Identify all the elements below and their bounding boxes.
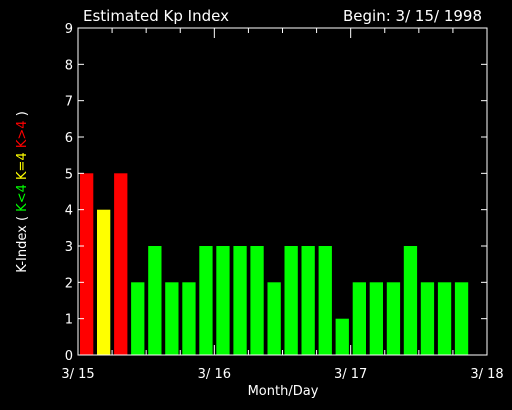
y-tick-label: 2 [65, 276, 73, 291]
kp-bar [369, 282, 383, 355]
kp-bar [267, 282, 281, 355]
kp-bar [318, 246, 332, 355]
kp-bar [437, 282, 452, 355]
bars-group [80, 173, 469, 355]
y-tick-label: 7 [65, 95, 73, 110]
x-tick-label: 3/ 15 [61, 367, 94, 382]
y-tick-label: 3 [65, 240, 73, 255]
x-tick-label: 3/ 16 [198, 367, 231, 382]
kp-bar [182, 282, 196, 355]
begin-date-label: Begin: 3/ 15/ 1998 [343, 7, 482, 25]
y-tick-label: 0 [65, 349, 73, 364]
plot-frame [77, 27, 488, 356]
y-label-suffix: ) [15, 111, 30, 120]
kp-bar [114, 173, 128, 355]
kp-bar [148, 246, 162, 355]
kp-bar [454, 282, 469, 355]
y-tick-label: 4 [65, 204, 73, 219]
y-tick-label: 1 [65, 313, 73, 328]
y-tick-label: 6 [65, 131, 73, 146]
x-axis-label: Month/Day [248, 384, 319, 399]
kp-bar [80, 173, 94, 355]
y-tick-label: 8 [65, 58, 73, 73]
x-tick-label: 3/ 17 [334, 367, 367, 382]
kp-bar [386, 282, 401, 355]
kp-bar [403, 246, 418, 355]
y-label-part: K>4 [15, 120, 30, 148]
kp-bar [216, 246, 230, 355]
y-tick-label: 5 [65, 167, 73, 182]
y-label-prefix: K-Index ( [15, 212, 30, 273]
kp-bar [420, 282, 435, 355]
kp-bar [199, 246, 213, 355]
kp-bar [284, 246, 298, 355]
kp-bar [165, 282, 179, 355]
y-label-part: K=4 [15, 152, 30, 180]
y-label-part: K<4 [15, 184, 30, 212]
kp-bar [233, 246, 247, 355]
x-tick-label: 3/ 18 [470, 367, 503, 382]
kp-bar [131, 282, 145, 355]
y-tick-label: 9 [65, 22, 73, 37]
kp-bar [335, 318, 349, 355]
chart-title: Estimated Kp Index [83, 7, 229, 25]
y-axis-label: K-Index ( K<4 K=4 K>4 ) [15, 111, 30, 273]
kp-bar [301, 246, 315, 355]
kp-bar [250, 246, 264, 355]
kp-bar [97, 209, 111, 355]
x-axis-ticks: 3/ 15 3/ 16 3/ 17 3/ 18 [61, 28, 504, 382]
kp-bar [352, 282, 366, 355]
